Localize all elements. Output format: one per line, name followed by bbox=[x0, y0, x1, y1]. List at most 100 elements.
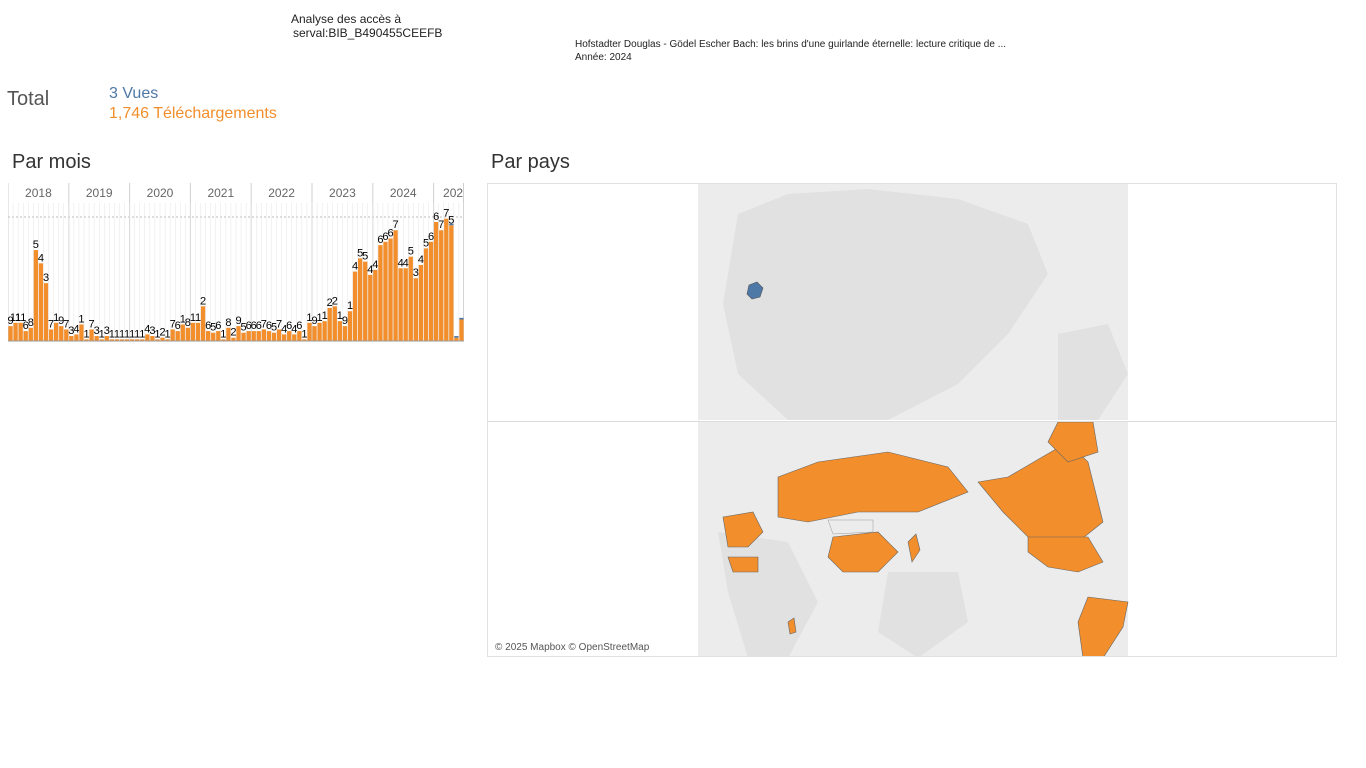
download-bar bbox=[287, 331, 292, 341]
bar-value-label: 1 bbox=[195, 312, 201, 324]
bar-value-label: 6 bbox=[246, 320, 252, 332]
bar-value-label: 3 bbox=[68, 325, 74, 337]
download-bar bbox=[231, 337, 236, 341]
download-bar bbox=[94, 336, 99, 341]
bar-value-label: 4 bbox=[403, 257, 409, 269]
download-bar bbox=[261, 329, 266, 341]
mongolia-region[interactable] bbox=[827, 519, 874, 535]
download-bar bbox=[104, 336, 109, 341]
bar-value-label: 5 bbox=[448, 214, 454, 226]
usa-downloads-region[interactable] bbox=[1027, 536, 1104, 573]
download-bar bbox=[317, 322, 322, 341]
download-bar bbox=[276, 329, 282, 341]
report-title: Analyse des accès à serval:BIB_B490455CE… bbox=[291, 12, 442, 40]
download-bar bbox=[307, 322, 312, 341]
download-bar bbox=[449, 225, 454, 341]
bar-value-label: 1 bbox=[180, 313, 186, 325]
download-bar bbox=[33, 250, 38, 341]
bar-value-label: 4 bbox=[144, 323, 150, 335]
bar-value-label: 4 bbox=[367, 264, 373, 276]
download-bar bbox=[358, 258, 363, 341]
bar-value-label: 4 bbox=[352, 261, 358, 273]
monthly-section-title: Par mois bbox=[12, 151, 91, 173]
greenland-downloads-region[interactable] bbox=[1047, 422, 1099, 463]
download-bar bbox=[54, 322, 59, 341]
download-bar bbox=[459, 319, 464, 341]
year-label: 2023 bbox=[329, 186, 356, 200]
document-year: Année: 2024 bbox=[575, 52, 632, 63]
gabon-downloads-region[interactable] bbox=[787, 617, 797, 635]
map-views-panel[interactable] bbox=[488, 184, 1336, 420]
download-bar bbox=[302, 339, 307, 341]
country-section-title: Par pays bbox=[491, 151, 570, 173]
western-europe-downloads-region[interactable] bbox=[722, 511, 764, 548]
download-bar bbox=[388, 238, 393, 341]
download-bar bbox=[13, 322, 18, 341]
bar-value-label: 1 bbox=[190, 312, 196, 324]
bar-value-label: 1 bbox=[220, 328, 226, 340]
bar-value-label: 1 bbox=[78, 313, 84, 325]
download-bar bbox=[89, 329, 94, 341]
russia-downloads-region[interactable] bbox=[777, 451, 969, 523]
download-bar bbox=[444, 218, 449, 341]
download-bar bbox=[190, 322, 196, 341]
bar-value-label: 4 bbox=[372, 259, 378, 271]
bar-value-label: 8 bbox=[28, 317, 34, 329]
map-attribution[interactable]: © 2025 Mapbox © OpenStreetMap bbox=[495, 642, 650, 653]
bar-value-label: 4 bbox=[73, 323, 79, 335]
download-bar bbox=[373, 269, 378, 341]
download-bar bbox=[413, 278, 418, 341]
bar-value-label: 7 bbox=[443, 208, 449, 220]
download-bar bbox=[79, 324, 84, 341]
bar-value-label: 1 bbox=[301, 328, 307, 340]
bar-value-label: 11 bbox=[15, 312, 26, 324]
download-bar bbox=[332, 306, 337, 341]
bar-value-label: 8 bbox=[225, 317, 231, 329]
bar-value-label: 5 bbox=[408, 246, 414, 258]
bar-value-label: 1 bbox=[139, 328, 145, 340]
download-bar bbox=[322, 321, 327, 341]
bar-value-label: 2 bbox=[159, 327, 165, 339]
download-bar bbox=[342, 326, 348, 341]
year-label: 2024 bbox=[390, 186, 417, 200]
brazil-downloads-region[interactable] bbox=[1077, 596, 1129, 657]
bar-value-label: 3 bbox=[413, 267, 419, 279]
download-bar bbox=[124, 339, 130, 341]
bar-value-label: 7 bbox=[261, 318, 267, 330]
bar-value-label: 2 bbox=[327, 297, 333, 309]
switzerland-views-region[interactable] bbox=[746, 281, 764, 300]
canada-downloads-region[interactable] bbox=[977, 441, 1104, 543]
download-bar bbox=[155, 339, 160, 341]
algeria-downloads-region[interactable] bbox=[727, 556, 759, 573]
map-downloads-panel[interactable] bbox=[488, 421, 1336, 657]
bar-value-label: 1 bbox=[109, 328, 115, 340]
download-bar bbox=[59, 326, 64, 341]
download-bar bbox=[403, 268, 408, 341]
bar-value-label: 5 bbox=[357, 247, 363, 259]
bar-value-label: 1 bbox=[99, 328, 105, 340]
total-views: 3 Vues bbox=[109, 85, 159, 102]
year-label: 2019 bbox=[86, 186, 113, 200]
bar-value-label: 7 bbox=[393, 219, 399, 231]
map-americas bbox=[1058, 324, 1128, 420]
bar-value-label: 1 bbox=[322, 310, 328, 322]
download-bar bbox=[74, 334, 79, 341]
bar-value-label: 7 bbox=[438, 219, 444, 231]
document-title: Hofstadter Douglas - Gödel Escher Bach: … bbox=[575, 39, 1007, 50]
download-bar bbox=[130, 339, 135, 341]
country-map[interactable]: © 2025 Mapbox © OpenStreetMap bbox=[487, 183, 1337, 657]
year-label: 2020 bbox=[147, 186, 174, 200]
download-bar bbox=[393, 230, 398, 341]
bar-value-label: 6 bbox=[175, 320, 181, 332]
view-bar bbox=[449, 223, 454, 226]
bar-value-label: 4 bbox=[281, 323, 287, 335]
bar-value-label: 1 bbox=[114, 328, 120, 340]
total-label: Total bbox=[7, 88, 50, 110]
china-downloads-region[interactable] bbox=[827, 531, 899, 573]
download-bar bbox=[271, 332, 277, 341]
download-bar bbox=[195, 322, 201, 341]
download-bar bbox=[8, 326, 13, 341]
download-bar bbox=[211, 332, 216, 341]
view-bar bbox=[459, 317, 464, 320]
japan-downloads-region[interactable] bbox=[907, 533, 921, 563]
